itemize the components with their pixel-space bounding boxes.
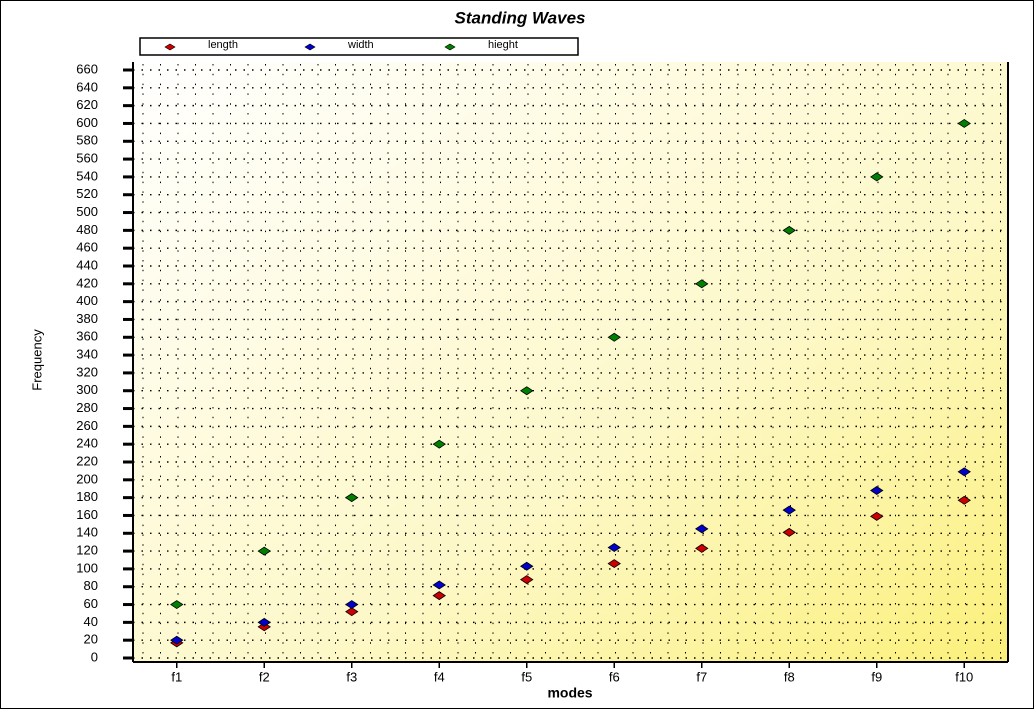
point [345,493,359,503]
x-axis-label: modes [547,685,592,701]
point [432,591,446,601]
y-tick-label: 520 [76,186,98,201]
point [695,524,709,534]
y-tick-label: 80 [84,578,98,593]
legend-label: length [208,39,238,51]
point [520,575,534,585]
y-tick-label: 620 [76,97,98,112]
y-tick-label: 260 [76,418,98,433]
point [432,439,446,449]
y-tick-label: 400 [76,293,98,308]
y-tick-label: 380 [76,311,98,326]
legend-marker [304,43,316,51]
x-tick-label: f9 [871,669,882,684]
y-tick-label: 40 [84,614,98,629]
y-tick-label: 180 [76,489,98,504]
point [870,172,884,182]
point [607,332,621,342]
point [257,546,271,556]
y-tick-label: 220 [76,453,98,468]
y-tick-label: 540 [76,168,98,183]
y-tick-label: 460 [76,240,98,255]
y-tick-label: 320 [76,364,98,379]
point [695,279,709,289]
y-tick-label: 480 [76,222,98,237]
point [782,505,796,515]
point [170,600,184,610]
y-axis-label: Frequency [29,329,44,391]
y-tick-label: 280 [76,400,98,415]
point [257,617,271,627]
y-tick-label: 140 [76,525,98,540]
x-tick-label: f8 [784,669,795,684]
y-tick-label: 200 [76,471,98,486]
y-tick-label: 20 [84,632,98,647]
x-tick-label: f2 [259,669,270,684]
x-tick-label: f3 [346,669,357,684]
legend-marker [444,43,456,51]
y-tick-label: 580 [76,133,98,148]
y-tick-label: 120 [76,543,98,558]
x-tick-label: f10 [955,669,973,684]
point [957,495,971,505]
y-tick-label: 500 [76,204,98,219]
y-tick-label: 660 [76,61,98,76]
point [870,511,884,521]
y-tick-label: 420 [76,275,98,290]
legend-marker [164,43,176,51]
chart-title: Standing Waves [455,8,586,27]
point [782,225,796,235]
y-tick-label: 340 [76,347,98,362]
y-tick-label: 360 [76,329,98,344]
y-tick-label: 600 [76,115,98,130]
point [520,561,534,571]
y-tick-label: 440 [76,257,98,272]
y-tick-label: 60 [84,596,98,611]
x-tick-label: f4 [434,669,445,684]
point [345,600,359,610]
legend-label: hieght [488,39,518,51]
x-tick-label: f5 [521,669,532,684]
point [170,635,184,645]
y-tick-label: 0 [91,649,98,664]
x-tick-label: f7 [696,669,707,684]
x-tick-label: f1 [171,669,182,684]
y-tick-label: 640 [76,79,98,94]
legend-label: width [347,39,374,51]
point [607,559,621,569]
y-tick-label: 240 [76,436,98,451]
y-tick-label: 160 [76,507,98,522]
point [695,543,709,553]
point [870,486,884,495]
point [957,118,971,128]
legend-box [139,37,579,56]
point [345,607,359,617]
point [607,543,621,553]
x-tick-label: f6 [609,669,620,684]
y-tick-label: 560 [76,151,98,166]
point [520,386,534,396]
y-tick-label: 100 [76,560,98,575]
point [432,580,446,590]
point [957,467,971,477]
point [782,527,796,537]
y-tick-label: 300 [76,382,98,397]
plot-area [133,62,1008,662]
